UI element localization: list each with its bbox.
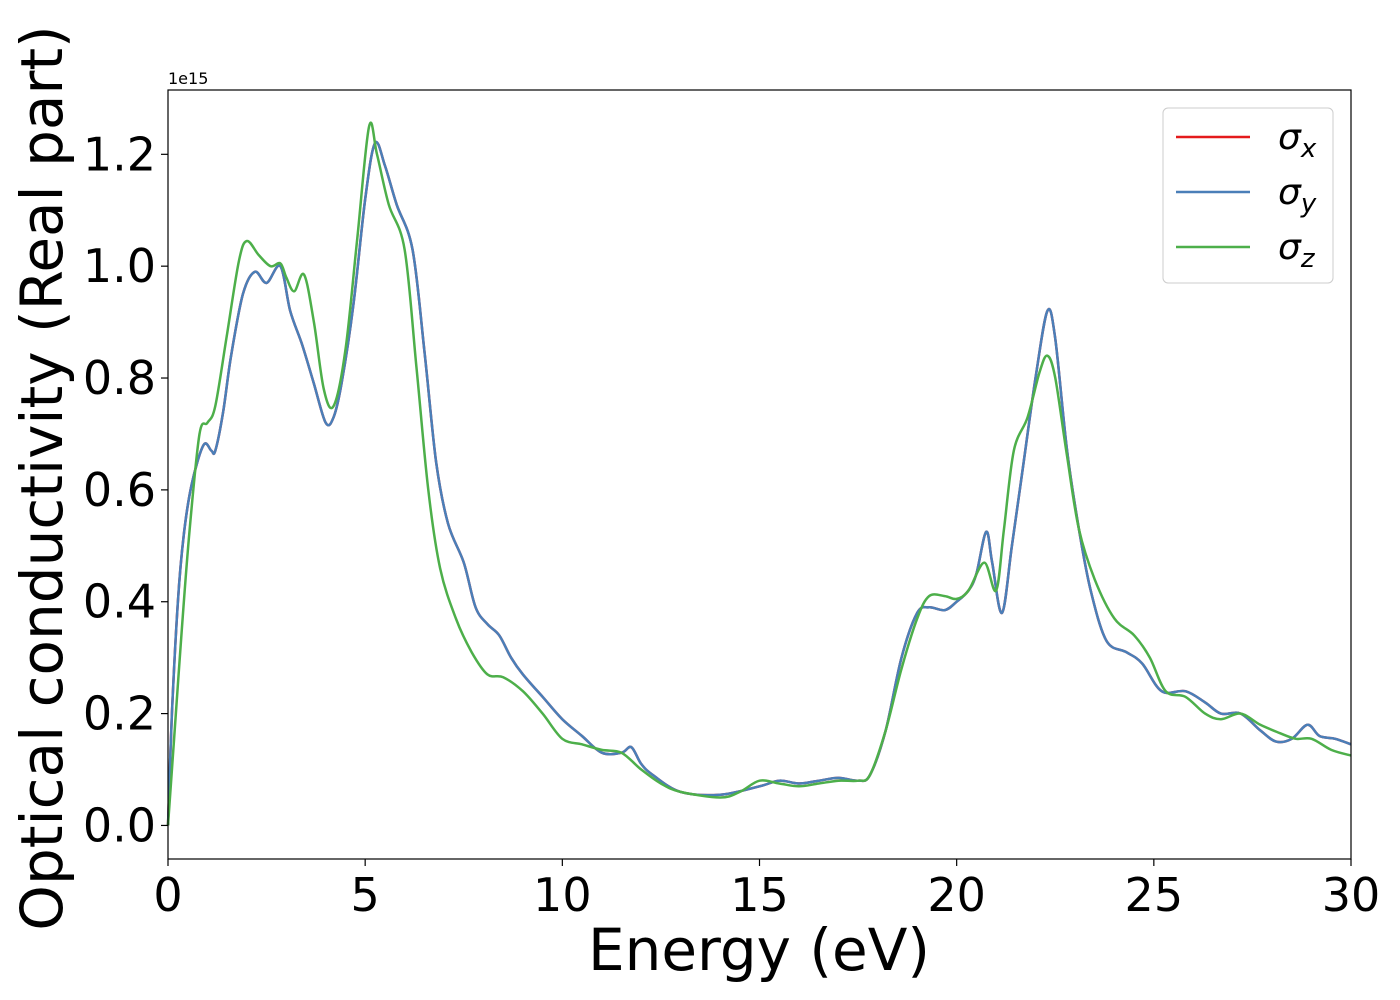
y-tick-label: 0.8	[83, 351, 156, 405]
series-line-z	[166, 121, 1352, 826]
x-tick-label: 5	[351, 868, 380, 922]
x-axis-label: Energy (eV)	[588, 916, 930, 984]
x-tick-label: 30	[1322, 868, 1381, 922]
x-tick-label: 10	[533, 868, 592, 922]
x-tick-label: 15	[730, 868, 789, 922]
y-axis-label: Optical conductivity (Real part)	[8, 25, 76, 930]
x-tick-label: 20	[927, 868, 986, 922]
legend-frame	[1162, 107, 1334, 284]
y-tick-label: 1.2	[83, 127, 156, 181]
y-tick-label: 0.0	[83, 798, 156, 852]
series-line-y	[166, 140, 1352, 826]
series-layer	[166, 121, 1352, 826]
x-axis-ticks: 0 5 10 15 20 25 30	[153, 859, 1380, 922]
y-tick-label: 1.0	[83, 239, 156, 293]
y-tick-label: 0.6	[83, 463, 156, 517]
y-offset-label: 1e15	[168, 69, 208, 88]
y-axis-ticks: 0.0 0.2 0.4 0.6 0.8 1.0 1.2	[83, 127, 168, 852]
y-tick-label: 0.2	[83, 687, 156, 741]
y-tick-label: 0.4	[83, 575, 156, 629]
x-tick-label: 25	[1125, 868, 1184, 922]
legend-label-z: σz	[1278, 227, 1316, 274]
x-tick-label: 0	[153, 868, 182, 922]
